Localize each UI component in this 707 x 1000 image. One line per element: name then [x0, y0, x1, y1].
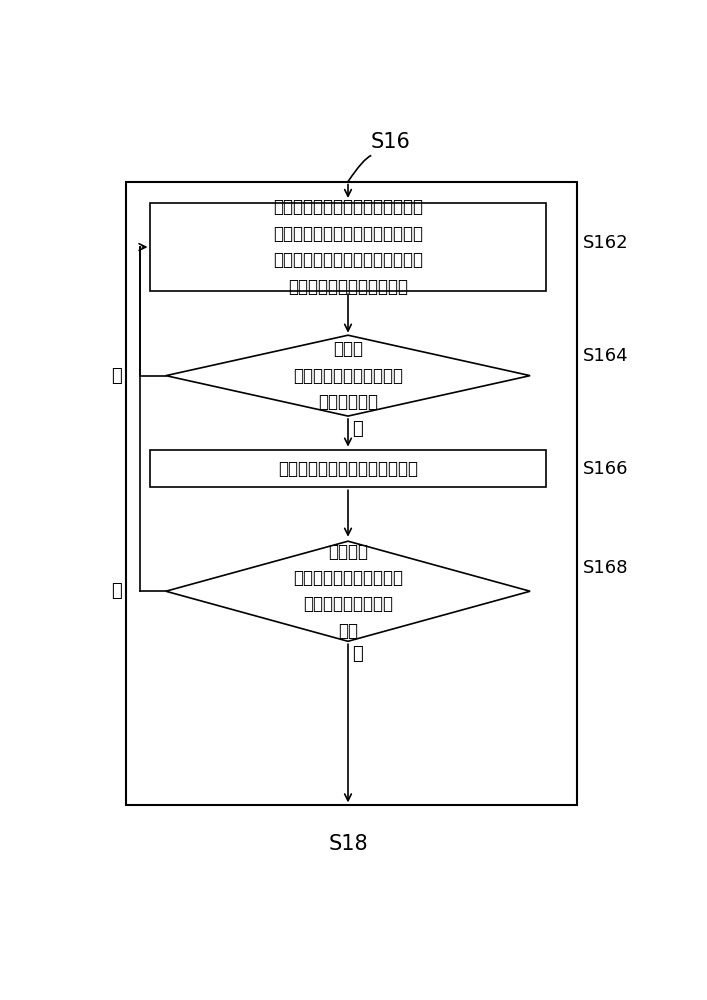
- Text: 否: 否: [111, 582, 122, 600]
- Text: S166: S166: [583, 460, 629, 478]
- Text: 判断已储
存此些边界数据是否符合
一第二边界位置估测
条件: 判断已储 存此些边界数据是否符合 一第二边界位置估测 条件: [293, 543, 403, 640]
- Text: S16: S16: [370, 132, 411, 152]
- Text: S164: S164: [583, 347, 629, 365]
- Text: 储存小于预设值的此些边界数据: 储存小于预设值的此些边界数据: [278, 460, 418, 478]
- Bar: [151, 450, 546, 487]
- Text: S168: S168: [583, 559, 629, 577]
- Bar: [126, 182, 577, 805]
- Text: S18: S18: [328, 834, 368, 854]
- Text: 否: 否: [111, 367, 122, 385]
- Text: 是: 是: [352, 645, 363, 663]
- Text: 是: 是: [352, 420, 363, 438]
- Text: S162: S162: [583, 234, 629, 252]
- Bar: [151, 203, 546, 291]
- Polygon shape: [166, 335, 530, 416]
- Polygon shape: [166, 541, 530, 641]
- Text: 从目前侦测到的边界数据往后搜寻
已储存的此些边界数据，每一边界
数据包含车辆的移动距离、车辆与
障碍物间的超声波回传距离: 从目前侦测到的边界数据往后搜寻 已储存的此些边界数据，每一边界 数据包含车辆的移…: [273, 198, 423, 296]
- Text: 判断已
储存的此些边界数据是否
小于一预设值: 判断已 储存的此些边界数据是否 小于一预设值: [293, 340, 403, 411]
